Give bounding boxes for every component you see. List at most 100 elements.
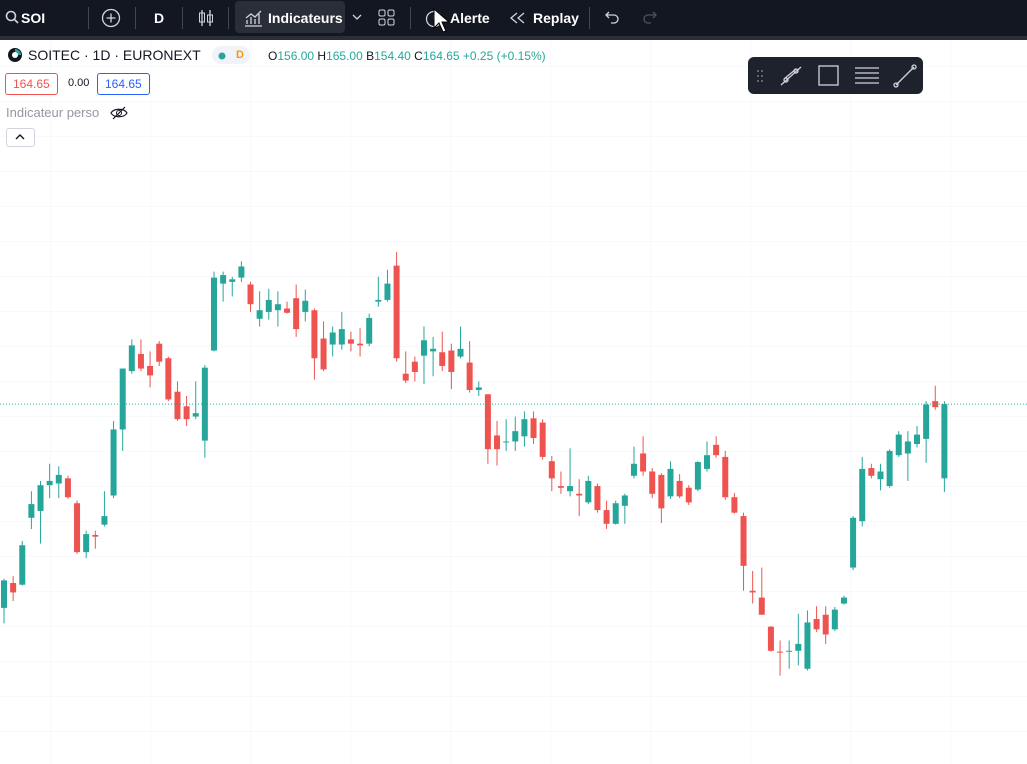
ask-button[interactable]: 164.65 [97,73,150,95]
ohlc-key: O [268,49,278,63]
candle-body [329,332,336,345]
dropdown-arrow[interactable] [352,13,362,21]
candle-body [19,545,26,585]
candle-body [137,353,144,369]
candle-body [804,622,811,669]
candle-body [658,474,665,509]
candle-body [265,299,272,312]
candle-body [612,503,619,524]
status-dot [218,52,226,60]
mouse-cursor [433,8,449,33]
candle-body [740,516,747,566]
candle-body [64,478,71,498]
chart-style-button[interactable] [197,7,215,29]
candle-body [886,450,893,487]
candle-body [302,300,309,312]
candle-body [238,266,245,278]
indicators-icon [245,10,262,27]
candle-body [156,343,163,362]
ohlc-values: O156.00 H165.00 B154.40 C164.65 +0.25 (+… [268,49,546,63]
search-icon[interactable] [5,10,19,24]
candle-body [256,310,263,319]
candle-body [101,516,108,525]
replay-icon[interactable] [509,10,527,26]
separator [88,7,89,29]
candle-body [813,619,820,630]
indicator-name[interactable]: Indicateur perso [6,105,100,120]
symbol-title[interactable]: SOITEC · 1D · EURONEXT [28,47,201,63]
collapse-button[interactable] [6,128,35,147]
ohlc-value: 156.00 [277,49,315,63]
change: +0.25 (+0.15%) [462,49,546,63]
line-tool[interactable] [895,66,915,86]
candle-body [247,284,254,305]
trend-node [793,68,799,74]
candle-body [55,474,62,484]
candle-body [859,468,866,522]
candle-body [895,434,902,456]
candle-body [904,441,911,454]
candle-body [850,517,857,568]
candle-body [174,391,181,420]
candle-body [402,373,409,381]
ohlc-key: H [317,49,327,63]
interval[interactable]: D [154,10,165,26]
layout-button[interactable] [377,8,397,28]
undo-button[interactable] [603,9,621,25]
candle-body [548,461,555,479]
candle-body [384,283,391,300]
candle-body [676,480,683,497]
separator [182,7,183,29]
candle-body [338,329,345,345]
replay-label[interactable]: Replay [533,10,579,26]
alert-label[interactable]: Alerte [450,10,490,26]
candle-body [274,304,281,311]
redo-button[interactable] [641,9,659,25]
drawing-toolbar [748,57,923,94]
separator [135,7,136,29]
candle-body [923,404,930,439]
candle-body [119,368,126,430]
candle-body [795,643,802,651]
drawing-tools [757,64,917,88]
candle-body [649,471,656,494]
candle-body [603,510,610,524]
candle-body [229,279,236,282]
indicators-button[interactable] [235,1,345,33]
candle-body [74,503,81,553]
candle-body [1,580,7,608]
candle-body [722,456,729,498]
candle-body [494,435,501,450]
chart [0,40,1027,764]
candle-body [585,480,592,503]
candle-body [83,534,90,553]
candle-body [10,583,17,593]
candle-body [713,444,720,456]
candle-body [284,308,291,313]
candle-body [749,590,756,593]
separator [410,7,411,29]
trend-node [783,77,789,83]
line-node [893,82,899,88]
symbol[interactable]: SOI [21,10,46,26]
candle-body [914,434,920,445]
candle-body [375,299,382,302]
compare-button[interactable] [100,7,122,29]
candle-body [868,468,875,476]
symbol-logo [8,48,22,62]
indicators-label[interactable]: Indicateurs [268,10,343,26]
candle-body [37,485,44,511]
candle-body [685,487,692,503]
fib-tool[interactable] [855,67,879,84]
candle-body [530,418,537,439]
candle-body [694,462,701,490]
bid-button[interactable]: 164.65 [5,73,58,95]
rectangle-tool[interactable] [818,65,839,86]
market-status[interactable] [212,46,250,64]
candle-body [430,348,437,352]
hide-icon[interactable] [110,105,128,121]
grid [0,40,1027,764]
drag-handle[interactable] [757,70,763,82]
candle-body [439,352,446,366]
